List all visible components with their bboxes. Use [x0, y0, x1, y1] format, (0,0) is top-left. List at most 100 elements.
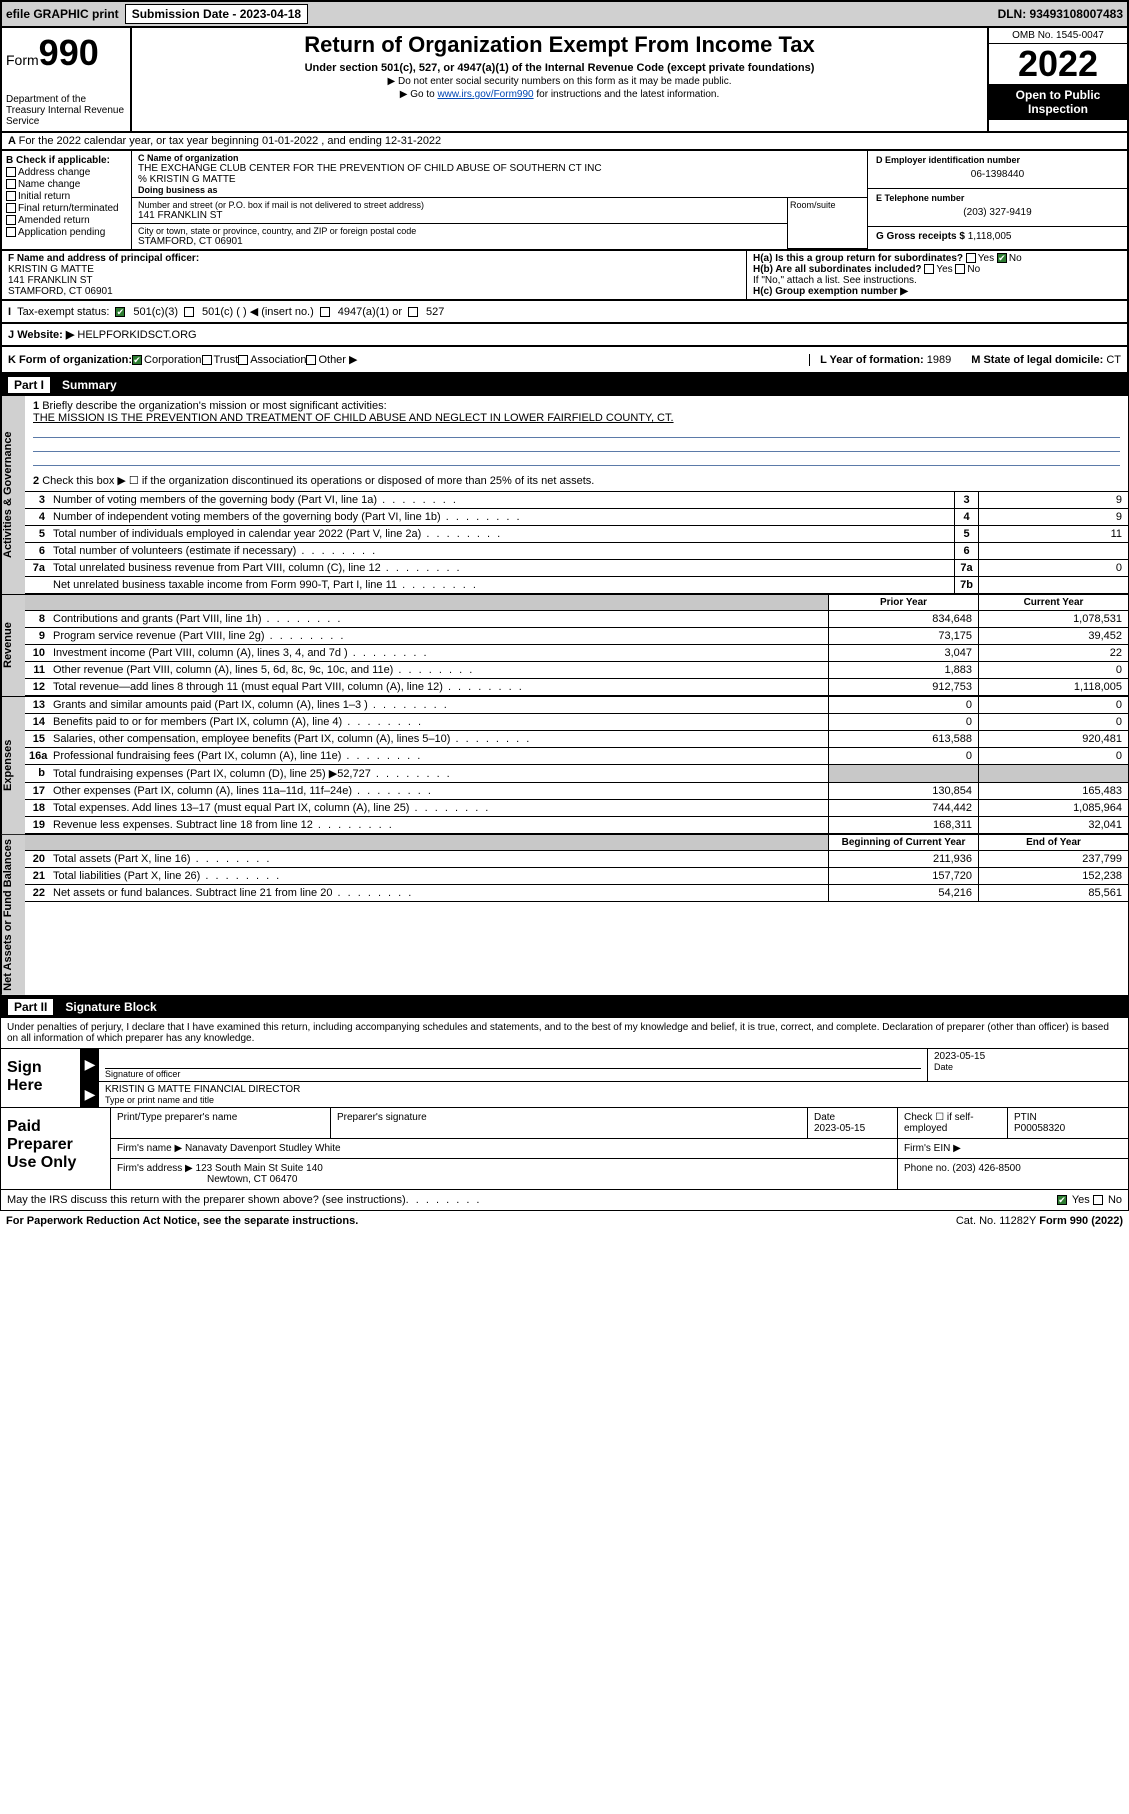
table-row: 4 Number of independent voting members o…	[25, 509, 1128, 526]
net-section: Net Assets or Fund Balances Beginning of…	[0, 835, 1129, 996]
sign-name: KRISTIN G MATTE FINANCIAL DIRECTOR	[105, 1084, 1122, 1095]
part2-title: Signature Block	[65, 1000, 156, 1014]
discuss-yes[interactable]	[1057, 1195, 1067, 1205]
ptin: P00058320	[1014, 1123, 1122, 1134]
city-value: STAMFORD, CT 06901	[138, 236, 781, 247]
expenses-section: Expenses 13 Grants and similar amounts p…	[0, 697, 1129, 835]
table-row: 22 Net assets or fund balances. Subtract…	[25, 885, 1128, 902]
vtab-governance: Activities & Governance	[1, 396, 25, 594]
note-link: ▶ Go to www.irs.gov/Form990 for instruct…	[140, 89, 979, 100]
vtab-expenses: Expenses	[1, 697, 25, 834]
chk-initial[interactable]	[6, 191, 16, 201]
table-row: 17 Other expenses (Part IX, column (A), …	[25, 783, 1128, 800]
vtab-revenue: Revenue	[1, 595, 25, 696]
chk-corp[interactable]	[132, 355, 142, 365]
table-row: 8 Contributions and grants (Part VIII, l…	[25, 611, 1128, 628]
part2-header: Part II Signature Block	[0, 996, 1129, 1018]
firm-name: Nanavaty Davenport Studley White	[185, 1143, 341, 1154]
efile-label: efile GRAPHIC print	[6, 7, 119, 21]
revenue-section: Revenue Prior YearCurrent Year 8 Contrib…	[0, 595, 1129, 697]
submission-date: Submission Date - 2023-04-18	[125, 4, 308, 24]
hc-label: H(c) Group exemption number ▶	[753, 286, 1121, 297]
row-k: K Form of organization: Corporation Trus…	[0, 347, 1129, 374]
chk-other[interactable]	[306, 355, 316, 365]
preparer-block: Paid Preparer Use Only Print/Type prepar…	[0, 1108, 1129, 1190]
table-row: 5 Total number of individuals employed i…	[25, 526, 1128, 543]
firm-addr2: Newtown, CT 06470	[117, 1174, 297, 1185]
year-block: OMB No. 1545-0047 2022 Open to Public In…	[987, 28, 1127, 131]
omb-number: OMB No. 1545-0047	[989, 28, 1127, 44]
tax-year: 2022	[989, 44, 1127, 84]
governance-section: Activities & Governance 1 Briefly descri…	[0, 396, 1129, 595]
form-footer: Form 990 (2022)	[1039, 1215, 1123, 1227]
hb-yes[interactable]	[924, 264, 934, 274]
form-subtitle: Under section 501(c), 527, or 4947(a)(1)…	[140, 62, 979, 74]
form-id-block: Form990 Department of the Treasury Inter…	[2, 28, 132, 131]
table-row: 19 Revenue less expenses. Subtract line …	[25, 817, 1128, 834]
ha-no[interactable]	[997, 253, 1007, 263]
chk-address[interactable]	[6, 167, 16, 177]
hb-note: If "No," attach a list. See instructions…	[753, 275, 1121, 286]
form-title: Return of Organization Exempt From Incom…	[140, 32, 979, 58]
discuss-no[interactable]	[1093, 1195, 1103, 1205]
signature-intro: Under penalties of perjury, I declare th…	[0, 1018, 1129, 1049]
org-name-label: C Name of organization	[138, 153, 861, 163]
chk-501c3[interactable]	[115, 307, 125, 317]
top-toolbar: efile GRAPHIC print Submission Date - 20…	[0, 0, 1129, 28]
col-de: D Employer identification number 06-1398…	[867, 151, 1127, 249]
discuss-row: May the IRS discuss this return with the…	[0, 1190, 1129, 1211]
chk-527[interactable]	[408, 307, 418, 317]
table-row: 13 Grants and similar amounts paid (Part…	[25, 697, 1128, 714]
irs-link[interactable]: www.irs.gov/Form990	[437, 89, 533, 100]
chk-trust[interactable]	[202, 355, 212, 365]
chk-4947[interactable]	[320, 307, 330, 317]
sign-date: 2023-05-15	[934, 1051, 1122, 1062]
table-row: 11 Other revenue (Part VIII, column (A),…	[25, 662, 1128, 679]
table-row: 6 Total number of volunteers (estimate i…	[25, 543, 1128, 560]
part1-label: Part I	[8, 377, 50, 393]
city-label: City or town, state or province, country…	[138, 226, 781, 236]
chk-name[interactable]	[6, 179, 16, 189]
hb-no[interactable]	[955, 264, 965, 274]
sign-here-block: Sign Here ▶ Signature of officer 2023-05…	[0, 1049, 1129, 1108]
chk-amended[interactable]	[6, 215, 16, 225]
room-suite: Room/suite	[787, 198, 867, 249]
year-formed: 1989	[927, 354, 951, 366]
col-b-title: B Check if applicable:	[6, 155, 127, 166]
table-row: 3 Number of voting members of the govern…	[25, 492, 1128, 509]
hdr-prior: Prior Year	[828, 595, 978, 610]
ha-yes[interactable]	[966, 253, 976, 263]
table-row: 18 Total expenses. Add lines 13–17 (must…	[25, 800, 1128, 817]
table-row: 16a Professional fundraising fees (Part …	[25, 748, 1128, 765]
table-row: 21 Total liabilities (Part X, line 26) 1…	[25, 868, 1128, 885]
table-row: Net unrelated business taxable income fr…	[25, 577, 1128, 594]
chk-pending[interactable]	[6, 227, 16, 237]
hdr-begin: Beginning of Current Year	[828, 835, 978, 850]
officer-addr2: STAMFORD, CT 06901	[8, 286, 740, 297]
form-header: Form990 Department of the Treasury Inter…	[0, 28, 1129, 133]
chk-501c[interactable]	[184, 307, 194, 317]
tax-exempt-label: Tax-exempt status:	[17, 306, 109, 318]
prep-phone: (203) 426-8500	[952, 1163, 1020, 1174]
info-block: B Check if applicable: Address change Na…	[0, 151, 1129, 251]
form-prefix: Form	[6, 52, 39, 68]
vtab-net: Net Assets or Fund Balances	[1, 835, 25, 995]
dln-label: DLN: 93493108007483	[998, 7, 1123, 21]
open-inspection: Open to Public Inspection	[989, 84, 1127, 120]
table-row: 10 Investment income (Part VIII, column …	[25, 645, 1128, 662]
table-row: 20 Total assets (Part X, line 16) 211,93…	[25, 851, 1128, 868]
ein-value: 06-1398440	[876, 165, 1119, 184]
row-j: J Website: ▶ HELPFORKIDSCT.ORG	[0, 324, 1129, 347]
street-label: Number and street (or P.O. box if mail i…	[138, 200, 781, 210]
website-value: HELPFORKIDSCT.ORG	[77, 329, 196, 341]
col-c-org: C Name of organization THE EXCHANGE CLUB…	[132, 151, 867, 249]
street-value: 141 FRANKLIN ST	[138, 210, 781, 221]
cat-no: Cat. No. 11282Y	[956, 1215, 1036, 1227]
dept-label: Department of the Treasury Internal Reve…	[6, 94, 126, 127]
sig-arrow-icon: ▶	[81, 1082, 99, 1107]
line2-text: Check this box ▶ ☐ if the organization d…	[42, 475, 594, 487]
mission-label: Briefly describe the organization's miss…	[42, 400, 386, 412]
chk-assoc[interactable]	[238, 355, 248, 365]
chk-final[interactable]	[6, 203, 16, 213]
gross-value: 1,118,005	[968, 231, 1012, 242]
